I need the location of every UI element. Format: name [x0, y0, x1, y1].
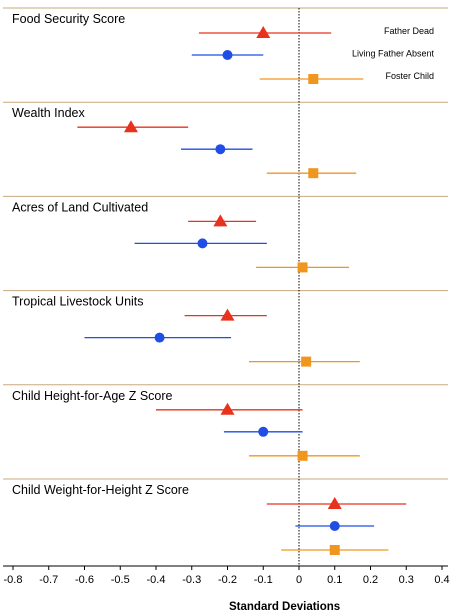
point-marker-living-father-absent [154, 332, 165, 343]
point-marker-father-dead [220, 402, 235, 415]
panel-title: Tropical Livestock Units [12, 295, 144, 309]
x-tick-label: 0.1 [327, 574, 342, 586]
point-marker-living-father-absent [197, 238, 208, 249]
point-marker-father-dead [327, 497, 342, 509]
panel-title: Wealth Index [12, 106, 85, 120]
point-marker-living-father-absent [258, 426, 269, 437]
point-marker-foster-child [308, 168, 319, 179]
point-marker-living-father-absent [215, 144, 226, 155]
point-marker-foster-child [297, 262, 308, 273]
point-marker-father-dead [220, 308, 235, 321]
point-marker-father-dead [123, 120, 138, 133]
x-tick-label: 0 [296, 574, 302, 586]
point-marker-foster-child [308, 74, 319, 84]
point-marker-father-dead [256, 26, 271, 38]
point-marker-father-dead [213, 214, 228, 227]
x-tick-label: -0.2 [218, 574, 237, 586]
point-marker-foster-child [301, 356, 312, 367]
x-tick-label: 0.2 [363, 574, 378, 586]
x-tick-label: -0.1 [254, 574, 273, 586]
x-tick-label: -0.6 [75, 574, 94, 586]
point-marker-living-father-absent [329, 521, 340, 531]
x-tick-label: -0.7 [39, 574, 58, 586]
panel-title: Acres of Land Cultivated [12, 200, 148, 214]
panel-title: Food Security Score [12, 12, 125, 26]
x-tick-label: -0.4 [147, 574, 166, 586]
panel-title: Child Height-for-Age Z Score [12, 389, 173, 403]
point-marker-foster-child [297, 450, 308, 461]
point-marker-living-father-absent [222, 50, 233, 60]
legend-entry: Living Father Absent [352, 49, 435, 59]
point-marker-foster-child [329, 545, 340, 555]
x-tick-label: 0.3 [399, 574, 414, 586]
x-tick-label: -0.5 [111, 574, 130, 586]
x-tick-label: -0.3 [182, 574, 201, 586]
panel-title: Child Weight-for-Height Z Score [12, 483, 189, 497]
x-tick-label: -0.8 [4, 574, 23, 586]
x-axis-label: Standard Deviations [229, 601, 340, 612]
legend-entry: Father Dead [384, 26, 434, 36]
x-tick-label: 0.4 [434, 574, 449, 586]
legend-entry: Foster Child [385, 71, 434, 81]
